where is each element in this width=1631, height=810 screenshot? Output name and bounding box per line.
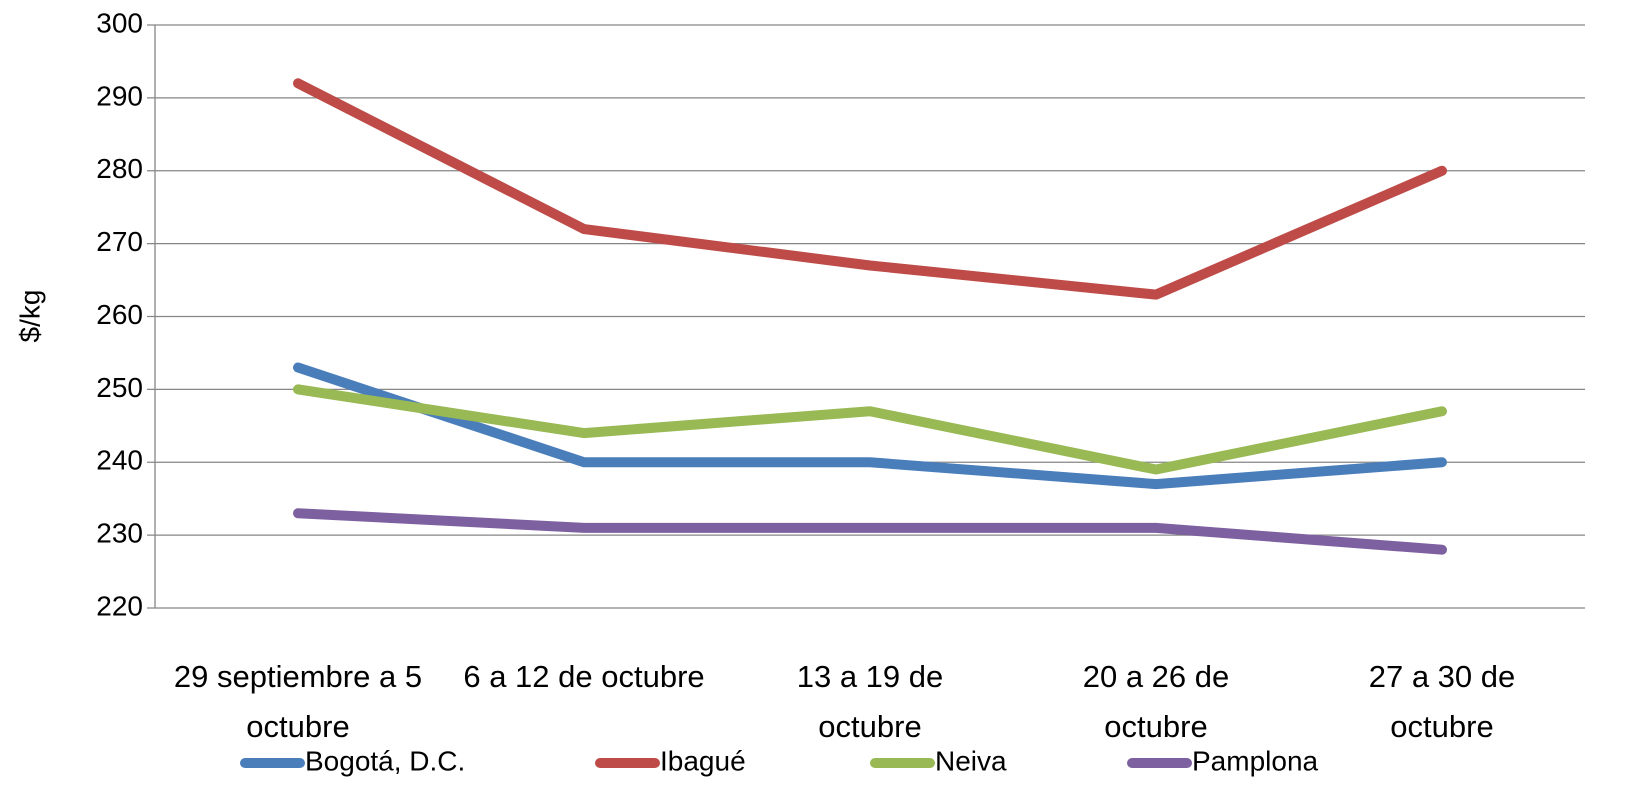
legend-label: Pamplona bbox=[1192, 745, 1319, 776]
data-line bbox=[293, 362, 1447, 490]
legend-label: Neiva bbox=[935, 745, 1007, 776]
y-tick-label: 240 bbox=[96, 445, 143, 476]
x-tick-label: 29 septiembre a 5 octubre bbox=[173, 659, 423, 744]
y-tick-label: 300 bbox=[96, 7, 143, 38]
data-line bbox=[293, 508, 1447, 555]
y-axis-label: $/kg bbox=[14, 290, 45, 343]
y-tick-label: 290 bbox=[96, 80, 143, 111]
data-line bbox=[293, 78, 1447, 300]
y-tick-label: 280 bbox=[96, 153, 143, 184]
legend-label: Bogotá, D.C. bbox=[305, 745, 465, 776]
x-tick-label: 20 a 26 de octubre bbox=[1082, 659, 1230, 744]
x-tick-label: 27 a 30 de octubre bbox=[1368, 659, 1516, 744]
y-tick-label: 220 bbox=[96, 590, 143, 621]
y-tick-label: 250 bbox=[96, 372, 143, 403]
y-tick-label: 260 bbox=[96, 299, 143, 330]
legend-label: Ibagué bbox=[660, 745, 746, 776]
data-line bbox=[293, 384, 1447, 475]
x-tick-label: 13 a 19 de octubre bbox=[796, 659, 944, 744]
x-tick-label: 6 a 12 de octubre bbox=[463, 659, 705, 694]
y-tick-label: 270 bbox=[96, 226, 143, 257]
y-tick-label: 230 bbox=[96, 518, 143, 549]
